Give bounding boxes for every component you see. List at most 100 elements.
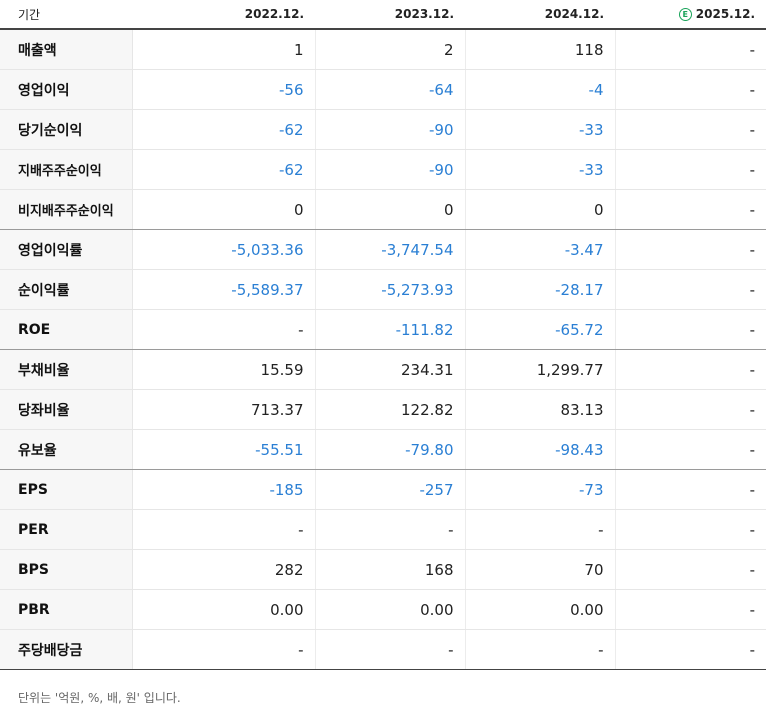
period-header: 기간 bbox=[0, 0, 132, 30]
value-cell: -3.47 bbox=[465, 229, 616, 270]
value-cell: - bbox=[615, 469, 766, 510]
column-header: 2023.12. bbox=[315, 0, 465, 30]
value-cell: - bbox=[615, 509, 766, 550]
value-cell: - bbox=[615, 349, 766, 390]
table-row: EPS -185 -257 -73- bbox=[0, 469, 766, 510]
value-cell: -28.17 bbox=[465, 269, 616, 310]
value-cell: -5,589.37 bbox=[132, 269, 316, 310]
value-cell: - bbox=[315, 629, 466, 670]
row-label: PBR bbox=[0, 589, 133, 630]
value-cell: -90 bbox=[315, 149, 466, 190]
table-row: 지배주주순이익 -62 -90 -33- bbox=[0, 149, 766, 190]
value-cell: - bbox=[615, 29, 766, 70]
value-cell: 0.00 bbox=[132, 589, 316, 630]
row-label: 당좌비율 bbox=[0, 389, 133, 430]
value-cell: -33 bbox=[465, 109, 616, 150]
value-cell: 0 bbox=[132, 189, 316, 230]
column-header-label: 2025.12. bbox=[695, 7, 755, 21]
value-cell: 0.00 bbox=[465, 589, 616, 630]
value-cell: -73 bbox=[465, 469, 616, 510]
value-cell: 1,299.77 bbox=[465, 349, 616, 390]
table-row: 영업이익 -56 -64 -4- bbox=[0, 69, 766, 110]
table-row: 비지배주주순이익 0 0 0- bbox=[0, 189, 766, 230]
value-cell: 15.59 bbox=[132, 349, 316, 390]
value-cell: 168 bbox=[315, 549, 466, 590]
value-cell: -111.82 bbox=[315, 309, 466, 350]
row-label: PER bbox=[0, 509, 133, 550]
value-cell: - bbox=[615, 229, 766, 270]
value-cell: 0 bbox=[465, 189, 616, 230]
table-row: 당좌비율 713.37 122.82 83.13- bbox=[0, 389, 766, 430]
value-cell: -56 bbox=[132, 69, 316, 110]
value-cell: 234.31 bbox=[315, 349, 466, 390]
row-label: 비지배주주순이익 bbox=[0, 189, 133, 230]
row-label: 주당배당금 bbox=[0, 629, 133, 670]
table-row: ROE - -111.82 -65.72- bbox=[0, 309, 766, 350]
row-label: 순이익률 bbox=[0, 269, 133, 310]
value-cell: - bbox=[132, 309, 316, 350]
value-cell: - bbox=[465, 629, 616, 670]
value-cell: - bbox=[465, 509, 616, 550]
row-label: ROE bbox=[0, 309, 133, 350]
value-cell: - bbox=[615, 429, 766, 470]
table-row: PBR 0.00 0.00 0.00- bbox=[0, 589, 766, 630]
value-cell: - bbox=[615, 109, 766, 150]
value-cell: -4 bbox=[465, 69, 616, 110]
value-cell: 1 bbox=[132, 29, 316, 70]
value-cell: - bbox=[615, 149, 766, 190]
value-cell: 2 bbox=[315, 29, 466, 70]
value-cell: -185 bbox=[132, 469, 316, 510]
row-label: 영업이익 bbox=[0, 69, 133, 110]
value-cell: 713.37 bbox=[132, 389, 316, 430]
value-cell: 83.13 bbox=[465, 389, 616, 430]
value-cell: -3,747.54 bbox=[315, 229, 466, 270]
value-cell: -5,033.36 bbox=[132, 229, 316, 270]
value-cell: 118 bbox=[465, 29, 616, 70]
table-row: 유보율 -55.51 -79.80 -98.43- bbox=[0, 429, 766, 470]
value-cell: 282 bbox=[132, 549, 316, 590]
row-label: EPS bbox=[0, 469, 133, 510]
table-row: 부채비율 15.59 234.31 1,299.77- bbox=[0, 349, 766, 390]
table-row: PER - - - - bbox=[0, 509, 766, 550]
value-cell: -79.80 bbox=[315, 429, 466, 470]
estimate-icon: E bbox=[678, 8, 692, 21]
value-cell: - bbox=[615, 389, 766, 430]
header-row: 기간 2022.12. 2023.12. 2024.12. E 2025.12. bbox=[0, 0, 766, 30]
table-row: BPS 282 168 70- bbox=[0, 549, 766, 590]
value-cell: - bbox=[615, 549, 766, 590]
table-row: 영업이익률 -5,033.36 -3,747.54 -3.47- bbox=[0, 229, 766, 270]
value-cell: 0 bbox=[315, 189, 466, 230]
value-cell: - bbox=[615, 589, 766, 630]
value-cell: -5,273.93 bbox=[315, 269, 466, 310]
row-label: BPS bbox=[0, 549, 133, 590]
value-cell: - bbox=[132, 509, 316, 550]
value-cell: - bbox=[315, 509, 466, 550]
column-header: 2024.12. bbox=[465, 0, 615, 30]
financial-table: 기간 2022.12. 2023.12. 2024.12. E 2025.12. … bbox=[0, 0, 766, 670]
column-header-estimate: E 2025.12. bbox=[615, 0, 766, 30]
value-cell: -90 bbox=[315, 109, 466, 150]
row-label: 영업이익률 bbox=[0, 229, 133, 270]
value-cell: -33 bbox=[465, 149, 616, 190]
table-row: 매출액 1 2 118- bbox=[0, 29, 766, 70]
value-cell: -55.51 bbox=[132, 429, 316, 470]
row-label: 유보율 bbox=[0, 429, 133, 470]
value-cell: -64 bbox=[315, 69, 466, 110]
value-cell: 0.00 bbox=[315, 589, 466, 630]
value-cell: - bbox=[132, 629, 316, 670]
table-row: 순이익률 -5,589.37 -5,273.93 -28.17- bbox=[0, 269, 766, 310]
value-cell: 122.82 bbox=[315, 389, 466, 430]
value-cell: - bbox=[615, 269, 766, 310]
row-label: 지배주주순이익 bbox=[0, 149, 133, 190]
value-cell: -62 bbox=[132, 149, 316, 190]
row-label: 부채비율 bbox=[0, 349, 133, 390]
column-header: 2022.12. bbox=[132, 0, 315, 30]
value-cell: -98.43 bbox=[465, 429, 616, 470]
value-cell: -65.72 bbox=[465, 309, 616, 350]
row-label: 매출액 bbox=[0, 29, 133, 70]
value-cell: - bbox=[615, 69, 766, 110]
value-cell: - bbox=[615, 309, 766, 350]
value-cell: 70 bbox=[465, 549, 616, 590]
table-row: 주당배당금 - - - - bbox=[0, 629, 766, 670]
